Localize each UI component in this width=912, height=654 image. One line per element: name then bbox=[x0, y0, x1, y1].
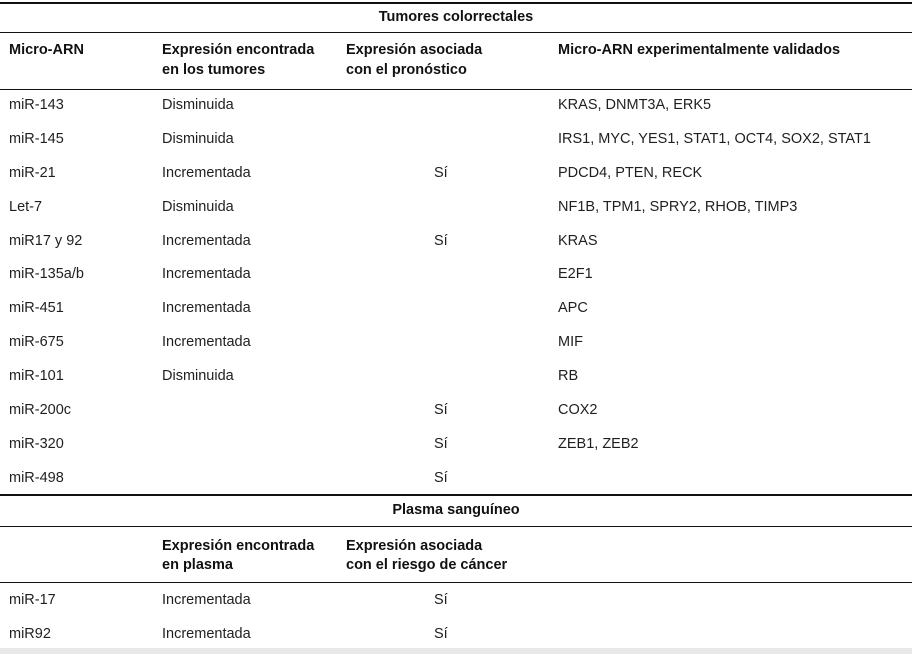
cell-mirna: miR-17 bbox=[9, 592, 56, 608]
cell-mirna: miR-21 bbox=[9, 165, 56, 181]
section-divider-rule bbox=[0, 494, 912, 496]
header-expression-line1: Expresión encontrada bbox=[162, 538, 315, 554]
cell-mirna: miR-135a/b bbox=[9, 266, 84, 282]
page-bottom-band bbox=[0, 648, 912, 654]
header-bottom-rule bbox=[0, 582, 912, 583]
cell-validated: NF1B, TPM1, SPRY2, RHOB, TIMP3 bbox=[558, 199, 798, 215]
cell-expression: Disminuida bbox=[162, 131, 234, 147]
header-risk-line2: con el riesgo de cáncer bbox=[346, 557, 508, 573]
cell-validated: APC bbox=[558, 300, 588, 316]
cell-expression: Incrementada bbox=[162, 300, 251, 316]
cell-expression: Disminuida bbox=[162, 368, 234, 384]
cell-expression: Incrementada bbox=[162, 626, 251, 642]
header-risk-line1: Expresión asociada bbox=[346, 538, 483, 554]
cell-mirna: miR-498 bbox=[9, 470, 64, 486]
cell-prognosis: Sí bbox=[434, 402, 448, 418]
cell-risk: Sí bbox=[434, 592, 448, 608]
cell-expression: Incrementada bbox=[162, 165, 251, 181]
cell-mirna: miR-200c bbox=[9, 402, 72, 418]
header-expression-line2: en los tumores bbox=[162, 62, 266, 78]
cell-mirna: miR-320 bbox=[9, 436, 64, 452]
cell-mirna: miR-451 bbox=[9, 300, 64, 316]
section-title-rule bbox=[0, 32, 912, 33]
cell-validated: RB bbox=[558, 368, 579, 384]
cell-validated: IRS1, MYC, YES1, STAT1, OCT4, SOX2, STAT… bbox=[558, 131, 871, 147]
cell-expression: Incrementada bbox=[162, 592, 251, 608]
header-bottom-rule bbox=[0, 89, 912, 90]
header-validated: Micro-ARN experimentalmente validados bbox=[558, 42, 841, 58]
cell-mirna: Let-7 bbox=[9, 199, 43, 215]
cell-prognosis: Sí bbox=[434, 470, 448, 486]
header-prognosis-line1: Expresión asociada bbox=[346, 42, 483, 58]
cell-mirna: miR17 y 92 bbox=[9, 233, 83, 249]
cell-validated: KRAS, DNMT3A, ERK5 bbox=[558, 97, 712, 113]
cell-prognosis: Sí bbox=[434, 165, 448, 181]
cell-expression: Disminuida bbox=[162, 97, 234, 113]
section-title-rule bbox=[0, 526, 912, 527]
cell-prognosis: Sí bbox=[434, 436, 448, 452]
cell-validated: ZEB1, ZEB2 bbox=[558, 436, 639, 452]
header-micro-arn: Micro-ARN bbox=[9, 42, 84, 58]
cell-validated: KRAS bbox=[558, 233, 598, 249]
header-expression-line1: Expresión encontrada bbox=[162, 42, 315, 58]
section-title-colorectal: Tumores colorrectales bbox=[378, 9, 534, 25]
cell-expression: Incrementada bbox=[162, 334, 251, 350]
cell-validated: PDCD4, PTEN, RECK bbox=[558, 165, 703, 181]
cell-validated: MIF bbox=[558, 334, 583, 350]
header-expression-line2: en plasma bbox=[162, 557, 233, 573]
cell-expression: Incrementada bbox=[162, 233, 251, 249]
cell-mirna: miR-675 bbox=[9, 334, 64, 350]
cell-expression: Incrementada bbox=[162, 266, 251, 282]
cell-mirna: miR-101 bbox=[9, 368, 64, 384]
header-prognosis-line2: con el pronóstico bbox=[346, 62, 467, 78]
cell-risk: Sí bbox=[434, 626, 448, 642]
cell-prognosis: Sí bbox=[434, 233, 448, 249]
cell-validated: COX2 bbox=[558, 402, 598, 418]
cell-mirna: miR-143 bbox=[9, 97, 64, 113]
table-top-rule bbox=[0, 2, 912, 4]
cell-validated: E2F1 bbox=[558, 266, 593, 282]
cell-mirna: miR92 bbox=[9, 626, 51, 642]
cell-mirna: miR-145 bbox=[9, 131, 64, 147]
cell-expression: Disminuida bbox=[162, 199, 234, 215]
section-title-plasma: Plasma sanguíneo bbox=[392, 502, 520, 518]
